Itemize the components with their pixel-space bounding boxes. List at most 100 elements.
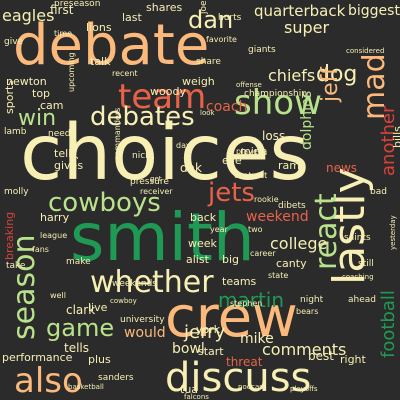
word-bowl: bowl	[172, 341, 205, 357]
word-look: look	[200, 109, 215, 117]
word-preseason: preseason	[54, 0, 101, 9]
word-coach: coach	[206, 99, 248, 115]
word-weigh: weigh	[182, 75, 215, 88]
word-college: college	[270, 234, 328, 253]
word-career: career	[250, 249, 276, 258]
word-comments: comments	[262, 340, 347, 359]
word-bears: bears	[296, 307, 319, 316]
word-football: football	[378, 290, 399, 358]
word-recent: recent	[112, 69, 138, 78]
word-time: time	[54, 29, 73, 38]
word-upcoming: upcoming	[67, 52, 76, 92]
word-ahead: ahead	[348, 295, 376, 305]
word-alist: alist	[186, 253, 209, 266]
word-smith: smith	[70, 199, 255, 276]
word-cowboy: cowboy	[110, 297, 137, 305]
word-well: well	[50, 291, 66, 300]
word-cam: cam	[40, 99, 64, 112]
word-gives: gives	[54, 159, 84, 172]
word-martin: martin	[218, 288, 285, 312]
word-also: also	[14, 361, 83, 400]
word-saying: saying	[69, 140, 79, 170]
word-give: give	[4, 37, 24, 47]
word-debate: debate	[13, 13, 210, 78]
word-plus: plus	[88, 353, 111, 366]
word-whether: whether	[90, 265, 214, 300]
word-start: start	[198, 345, 224, 358]
word-newton: newton	[6, 75, 47, 88]
word-discuss: discuss	[165, 355, 312, 400]
word-rams: rams	[278, 159, 306, 172]
word-team: team	[118, 77, 207, 117]
word-podcast: podcast	[238, 383, 266, 391]
word-nick: nick	[132, 151, 151, 161]
word-teams: teams	[222, 275, 257, 288]
word-saints: saints	[344, 233, 371, 243]
word-dibets: dibets	[278, 201, 306, 211]
word-mina: mina	[240, 145, 268, 158]
word-share: share	[196, 57, 221, 67]
word-pressure: pressure	[130, 177, 169, 187]
word-lions: lions	[86, 21, 112, 34]
word-two: two	[248, 225, 263, 234]
word-first: first	[50, 3, 74, 17]
word-fans: fans	[32, 245, 49, 254]
word-offense: offense	[236, 81, 262, 89]
word-dolphins: dolphins	[299, 90, 315, 150]
word-weekends: weekends	[112, 279, 157, 289]
word-tells: tells	[64, 341, 90, 355]
word-mike: mike	[240, 331, 274, 347]
word-considered: considered	[346, 47, 385, 55]
word-commanders: commanders	[113, 107, 122, 160]
word-needs: needs	[48, 129, 76, 139]
word-championship: championship	[244, 89, 307, 99]
word-playoffs: playoffs	[290, 385, 318, 393]
word-choices: choices	[20, 109, 310, 198]
word-still: still	[358, 259, 374, 269]
word-threat: threat	[226, 355, 263, 369]
word-york: york	[196, 323, 221, 336]
word-clark: clark	[66, 303, 96, 317]
word-bad: bad	[370, 187, 387, 197]
word-news: news	[326, 161, 358, 175]
word-show: show	[234, 83, 322, 123]
word-tell: tell	[54, 147, 72, 160]
word-woody: woody	[150, 85, 186, 98]
word-falcons: falcons	[184, 393, 209, 400]
word-jerry: jerry	[184, 322, 226, 343]
word-basketball: basketball	[68, 383, 104, 391]
word-big: big	[222, 253, 240, 266]
word-game: game	[46, 314, 115, 342]
word-harry: harry	[40, 211, 70, 224]
word-shares: shares	[146, 1, 183, 14]
word-talk: talk	[90, 55, 111, 68]
word-win: win	[18, 106, 57, 131]
word-joe: joe	[199, 0, 209, 14]
word-weekend: weekend	[246, 209, 309, 225]
word-elle: elle	[222, 154, 242, 167]
word-lamb: lamb	[4, 127, 27, 137]
word-top: top	[32, 87, 51, 100]
word-eagles: eagles	[2, 6, 55, 25]
word-best: best	[308, 349, 334, 363]
word-week: week	[188, 237, 217, 250]
word-chiefs: chiefs	[268, 66, 316, 85]
word-breaking: breaking	[3, 211, 16, 260]
word-sanders: sanders	[98, 373, 134, 383]
word-jeff: jeff	[318, 67, 343, 102]
word-university: university	[120, 315, 165, 325]
word-coaching: coaching	[342, 273, 374, 281]
word-cowboys: cowboys	[48, 188, 161, 218]
word-right: right	[340, 353, 366, 366]
word-biggest: biggest	[348, 3, 400, 19]
word-rookie: rookie	[254, 195, 279, 204]
word-quarterback: quarterback	[254, 2, 346, 20]
word-dak: dak	[180, 161, 202, 175]
word-last: last	[122, 11, 142, 24]
word-take: take	[6, 261, 26, 271]
word-live: live	[88, 301, 108, 314]
word-dog: dog	[316, 62, 358, 87]
word-loss: loss	[262, 129, 286, 143]
word-state: state	[268, 271, 289, 280]
